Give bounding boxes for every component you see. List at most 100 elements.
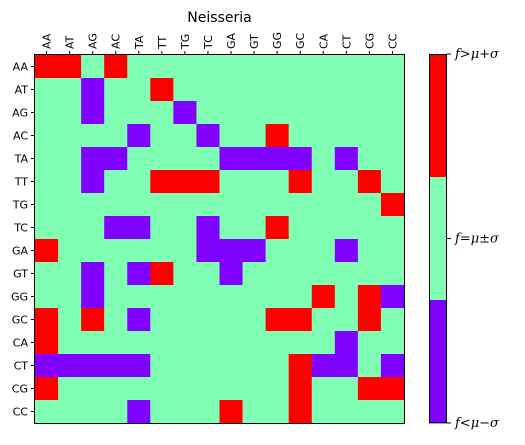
heatmap-cell-tc-cc xyxy=(380,216,405,240)
plot-frame xyxy=(34,54,405,424)
heatmap-cell-ac-ct xyxy=(334,124,359,148)
heatmap-cell-tg-tc xyxy=(196,193,221,217)
heatmap-cell-gc-ca xyxy=(311,308,336,332)
heatmap-cells xyxy=(35,55,405,424)
heatmap-cell-tc-at xyxy=(58,216,82,240)
heatmap-cell-gt-aa xyxy=(35,262,59,286)
heatmap-cell-ca-ga xyxy=(219,331,244,355)
heatmap-cell-tg-ag xyxy=(81,193,105,217)
y-tick-label: GT xyxy=(13,268,28,281)
heatmap-cell-tg-at xyxy=(58,193,82,217)
y-tick-label: AA xyxy=(13,61,29,74)
heatmap-cell-tt-ct xyxy=(334,170,359,194)
x-tick-label: TG xyxy=(179,34,192,50)
heatmap-cell-tg-ct xyxy=(334,193,359,217)
heatmap-cell-aa-ag xyxy=(81,55,105,79)
heatmap-cell-gg-tc xyxy=(196,285,221,309)
chart-title: Neisseria xyxy=(187,10,251,26)
x-tick-label: TT xyxy=(156,35,169,50)
x-tick-label: TA xyxy=(133,35,146,50)
heatmap-cell-tg-tg xyxy=(173,193,198,217)
heatmap-cell-ca-cc xyxy=(380,331,405,355)
heatmap-cell-cg-tc xyxy=(196,377,221,401)
heatmap-cell-gg-aa xyxy=(35,285,59,309)
heatmap-cell-ta-gc xyxy=(288,147,313,171)
heatmap-cell-ag-ta xyxy=(127,101,151,125)
heatmap-cell-gc-ag xyxy=(81,308,105,332)
heatmap-cell-ga-gc xyxy=(288,239,313,263)
heatmap-cell-gt-gc xyxy=(288,262,313,286)
heatmap-cell-cg-ct xyxy=(334,377,359,401)
heatmap-cell-cc-at xyxy=(58,400,82,424)
heatmap-cell-aa-ta xyxy=(127,55,151,79)
heatmap-cell-ct-tc xyxy=(196,354,221,378)
colorbar-frame xyxy=(429,54,447,423)
heatmap-cell-ga-aa xyxy=(35,239,59,263)
heatmap-cell-cg-cg xyxy=(357,377,382,401)
y-tick-label: AG xyxy=(12,107,28,120)
heatmap-cell-tc-cg xyxy=(357,216,382,240)
x-tick-label: CA xyxy=(317,33,330,49)
heatmap-cell-tt-gc xyxy=(288,170,313,194)
heatmap-cell-ct-at xyxy=(58,354,82,378)
y-tick-label: GA xyxy=(12,245,29,258)
heatmap-cell-gc-tt xyxy=(150,308,174,332)
heatmap-cell-cc-gg xyxy=(265,400,290,424)
heatmap-cell-cc-gt xyxy=(242,400,267,424)
heatmap-cell-ca-tc xyxy=(196,331,221,355)
heatmap-cell-gt-tg xyxy=(173,262,198,286)
heatmap-cell-aa-gc xyxy=(288,55,313,79)
heatmap-cell-ac-tc xyxy=(196,124,221,148)
y-tick-label: CC xyxy=(13,406,29,419)
heatmap-cell-aa-tc xyxy=(196,55,221,79)
heatmap-cell-ag-ac xyxy=(104,101,128,125)
heatmap-cell-tg-gc xyxy=(288,193,313,217)
heatmap-cell-ag-gg xyxy=(265,101,290,125)
heatmap-cell-tg-gt xyxy=(242,193,267,217)
heatmap-cell-ac-gg xyxy=(265,124,290,148)
y-tick-label: CA xyxy=(13,337,29,350)
heatmap-cell-tt-ta xyxy=(127,170,151,194)
heatmap-cell-ca-aa xyxy=(35,331,59,355)
x-tick-label: CC xyxy=(387,33,400,49)
heatmap-cell-ct-ag xyxy=(81,354,105,378)
heatmap-cell-ca-ct xyxy=(334,331,359,355)
heatmap-cell-tt-ca xyxy=(311,170,336,194)
heatmap-cell-at-ac xyxy=(104,78,128,102)
heatmap-cell-tt-tt xyxy=(150,170,174,194)
heatmap-cell-at-gc xyxy=(288,78,313,102)
heatmap-cell-gc-gc xyxy=(288,308,313,332)
heatmap-cell-ta-ac xyxy=(104,147,128,171)
heatmap-cell-ag-cc xyxy=(380,101,405,125)
heatmap-cell-ta-cg xyxy=(357,147,382,171)
y-tick-label: TA xyxy=(14,153,29,166)
heatmap-cell-ag-ca xyxy=(311,101,336,125)
x-tick-label: GG xyxy=(271,32,284,49)
heatmap-cell-ta-gg xyxy=(265,147,290,171)
heatmap-cell-gt-gg xyxy=(265,262,290,286)
heatmap-cell-tc-gg xyxy=(265,216,290,240)
y-tick-label: TT xyxy=(14,176,29,189)
heatmap-cell-gt-gt xyxy=(242,262,267,286)
heatmap-cell-cg-gt xyxy=(242,377,267,401)
x-tick-label: AC xyxy=(110,34,123,49)
heatmap-cell-gt-ca xyxy=(311,262,336,286)
heatmap-cell-ta-at xyxy=(58,147,82,171)
heatmap-cell-gg-ag xyxy=(81,285,105,309)
y-axis-ticks: AA AT AG AC TA TT TG TC GA GT GG GC CA CT CG CC xyxy=(11,61,35,419)
heatmap-cell-ga-gg xyxy=(265,239,290,263)
heatmap-cell-ca-ac xyxy=(104,331,128,355)
heatmap-cell-cc-tc xyxy=(196,400,221,424)
heatmap-cell-gt-ta xyxy=(127,262,151,286)
heatmap-cell-ag-ga xyxy=(219,101,244,125)
heatmap-cell-ga-tc xyxy=(196,239,221,263)
heatmap-cell-cc-aa xyxy=(35,400,59,424)
colorbar-band xyxy=(429,300,447,424)
heatmap-cell-at-ct xyxy=(334,78,359,102)
heatmap-cell-cc-ta xyxy=(127,400,151,424)
heatmap-cell-ca-tt xyxy=(150,331,174,355)
heatmap-cell-cg-ac xyxy=(104,377,128,401)
heatmap-cell-ca-gc xyxy=(288,331,313,355)
heatmap-cell-cc-ct xyxy=(334,400,359,424)
heatmap-cell-cg-aa xyxy=(35,377,59,401)
